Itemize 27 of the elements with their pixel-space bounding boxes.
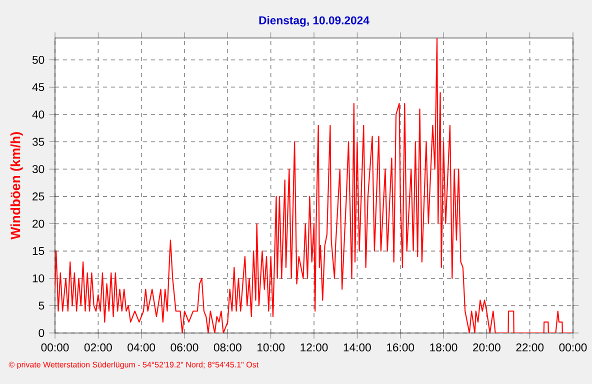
- x-tick-label: 20:00: [473, 343, 500, 352]
- y-tick-label: 30: [32, 165, 44, 174]
- x-tick-label: 00:00: [41, 343, 69, 352]
- x-tick-label: 18:00: [430, 343, 458, 352]
- y-tick-label: 15: [32, 247, 44, 255]
- x-tick-label: 04:00: [128, 343, 156, 352]
- x-tick-label: 00:00: [559, 343, 587, 352]
- x-tick-label: 02:00: [84, 343, 112, 352]
- text: © private Wetterstation Süderlügum - 54°52'19.2" Nord; 8°54'45.1" Ost: [8, 362, 259, 370]
- y-tick-label: 50: [32, 56, 44, 64]
- y-tick-label: 40: [32, 110, 44, 118]
- y-tick-label: 10: [32, 274, 44, 282]
- y-tick-label: 35: [32, 138, 44, 146]
- y-tick-label: 25: [32, 192, 44, 200]
- x-tick-label: 22:00: [516, 343, 544, 352]
- y-tick-label: 45: [32, 83, 44, 92]
- x-tick-label: 12:00: [300, 343, 328, 352]
- x-tick-label: 14:00: [344, 343, 371, 352]
- y-axis-title: Windböen (km/h): [10, 132, 23, 240]
- y-tick-label: 5: [38, 302, 44, 310]
- x-tick-label: 06:00: [170, 343, 198, 352]
- x-tick-label: 10:00: [258, 343, 285, 352]
- y-tick-label: 20: [32, 220, 44, 228]
- x-tick-label: 16:00: [387, 343, 414, 352]
- x-tick-label: 08:00: [214, 343, 242, 352]
- y-tick-label: 0: [38, 328, 44, 337]
- chart-title: Dienstag, 10.09.2024: [259, 16, 370, 27]
